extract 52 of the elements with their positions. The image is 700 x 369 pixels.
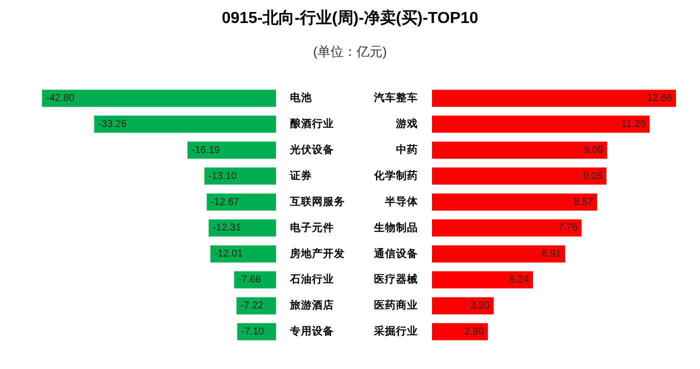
data-label: 2.90	[464, 326, 484, 338]
y-tick-label: 游戏	[395, 117, 418, 130]
data-label: 9.05	[582, 170, 603, 182]
y-tick-label: 酿酒行业	[290, 117, 334, 130]
data-label: -7.22	[240, 300, 264, 312]
data-label: -13.10	[208, 170, 238, 182]
text: (单位：亿元)	[312, 43, 388, 61]
y-tick-label: 电池	[290, 91, 313, 104]
data-label: -16.19	[191, 144, 220, 156]
bar	[432, 116, 650, 133]
bar	[432, 271, 533, 288]
data-label: 8.57	[574, 196, 594, 208]
data-label: 11.29	[621, 118, 646, 130]
data-label: 3.20	[470, 300, 490, 312]
data-label: 5.24	[510, 274, 530, 286]
bar	[432, 323, 488, 340]
data-label: -12.01	[214, 248, 244, 260]
data-label: 6.91	[542, 248, 562, 260]
y-tick-label: 光伏设备	[289, 143, 334, 156]
y-tick-label: 采掘行业	[373, 324, 418, 338]
y-tick-label: 中药	[396, 143, 418, 156]
y-tick-label: 证券	[289, 168, 312, 182]
y-tick-label: 石油行业	[289, 272, 334, 286]
bar	[432, 297, 494, 314]
y-tick-label: 专用设备	[289, 324, 334, 338]
y-tick-label: 通信设备	[373, 246, 418, 260]
bar	[432, 245, 566, 262]
y-tick-label: 医药商业	[374, 298, 418, 312]
data-label: -7.10	[241, 326, 264, 338]
y-tick-label: 电子元件	[290, 220, 334, 234]
bar	[432, 168, 606, 185]
y-tick-label: 旅游酒店	[289, 298, 334, 312]
y-tick-label: 汽车整车	[373, 91, 418, 104]
bar	[432, 193, 598, 211]
data-label: -33.26	[98, 118, 127, 130]
data-label: -12.67	[210, 196, 240, 208]
y-tick-label: 半导体	[384, 194, 419, 208]
data-label: 9.09	[584, 144, 604, 156]
data-label: 12.66	[646, 93, 672, 104]
y-tick-label: 化学制药	[373, 168, 418, 182]
bar	[432, 90, 676, 107]
y-tick-label: 房地产开发	[289, 246, 345, 260]
y-tick-label: 生物制品	[373, 220, 418, 234]
bar	[432, 142, 608, 159]
text: 0915-北向-行业(周)-净卖(买)-TOP10	[220, 8, 480, 29]
y-tick-label: 医疗器械	[374, 272, 418, 286]
y-tick-label: 互联网服务	[289, 194, 345, 208]
data-label: -12.31	[212, 222, 242, 234]
data-label: -42.80	[46, 93, 75, 104]
bar	[432, 219, 582, 237]
data-label: -7.66	[238, 274, 262, 286]
data-label: 7.76	[558, 222, 578, 234]
